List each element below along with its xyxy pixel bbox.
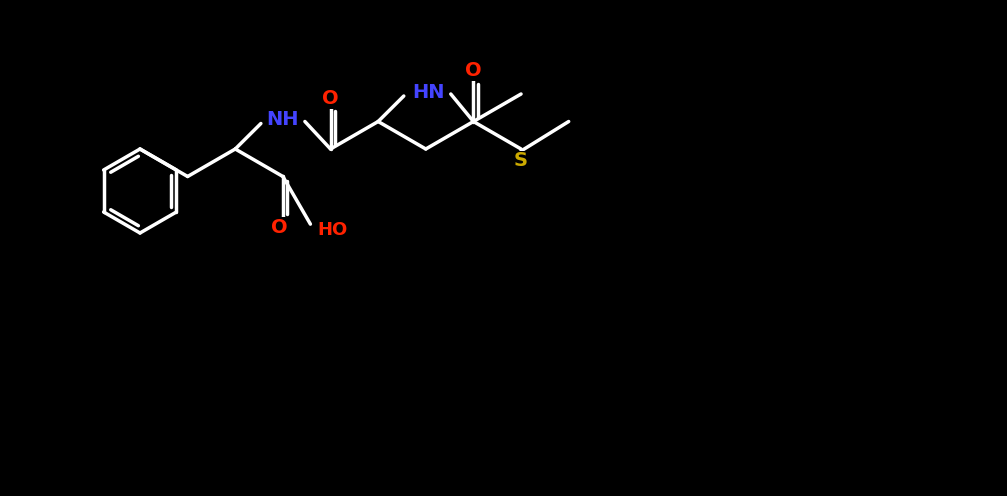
Text: S: S (514, 151, 528, 171)
Text: NH: NH (267, 110, 299, 129)
Text: HN: HN (413, 82, 445, 102)
Text: O: O (271, 218, 287, 237)
Text: O: O (465, 61, 481, 80)
Text: O: O (322, 89, 338, 108)
Text: HO: HO (317, 221, 347, 239)
